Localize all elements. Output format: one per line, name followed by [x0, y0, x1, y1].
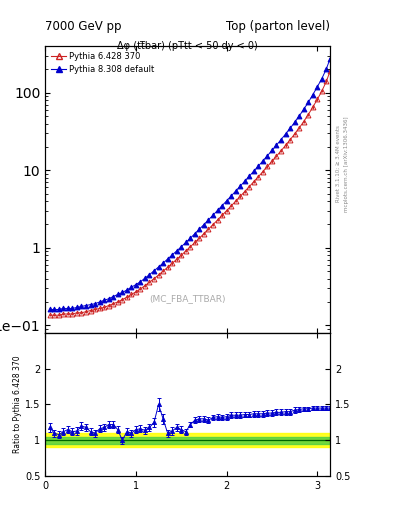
- Text: 7000 GeV pp: 7000 GeV pp: [45, 20, 122, 33]
- Text: Top (parton level): Top (parton level): [226, 20, 330, 33]
- Text: Rivet 3.1.10; ≥ 3.4M events: Rivet 3.1.10; ≥ 3.4M events: [336, 125, 341, 202]
- Text: mcplots.cern.ch [arXiv:1306.3436]: mcplots.cern.ch [arXiv:1306.3436]: [344, 116, 349, 211]
- Legend: Pythia 6.428 370, Pythia 8.308 default: Pythia 6.428 370, Pythia 8.308 default: [50, 50, 156, 76]
- Y-axis label: Ratio to Pythia 6.428 370: Ratio to Pythia 6.428 370: [13, 356, 22, 453]
- Title: Δφ (tt̅bar) (pTtt < 50 dy < 0): Δφ (tt̅bar) (pTtt < 50 dy < 0): [117, 41, 258, 51]
- Text: (MC_FBA_TTBAR): (MC_FBA_TTBAR): [149, 294, 226, 303]
